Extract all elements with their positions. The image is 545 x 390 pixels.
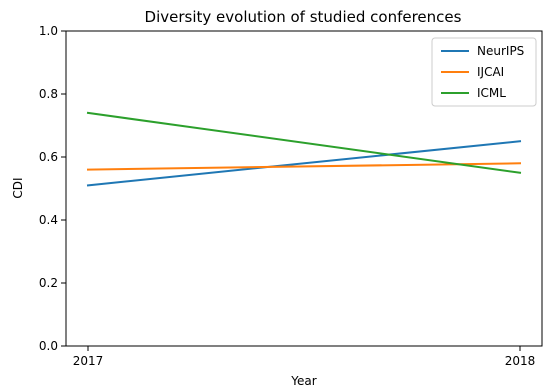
legend-label-ijcai: IJCAI: [477, 65, 504, 79]
y-axis: 0.0 0.2 0.4 0.6 0.8 1.0: [39, 24, 66, 353]
y-tick-label: 0.2: [39, 276, 58, 290]
y-tick-label: 0.0: [39, 339, 58, 353]
series-line-icml: [86, 111, 522, 174]
legend: NeurIPS IJCAI ICML: [431, 37, 537, 107]
series-line-ijcai: [86, 162, 522, 171]
x-tick-label: 2017: [73, 354, 104, 368]
y-axis-label: CDI: [11, 177, 25, 198]
x-axis: 2017 2018: [73, 346, 536, 368]
legend-label-neurips: NeurIPS: [477, 44, 524, 58]
y-tick-label: 0.6: [39, 150, 58, 164]
legend-box: [431, 37, 537, 107]
y-tick-label: 1.0: [39, 24, 58, 38]
y-tick-label: 0.4: [39, 213, 58, 227]
x-tick-label: 2018: [505, 354, 536, 368]
y-tick-label: 0.8: [39, 87, 58, 101]
legend-label-icml: ICML: [477, 86, 506, 100]
x-axis-label: Year: [290, 374, 316, 388]
chart-title: Diversity evolution of studied conferenc…: [145, 8, 462, 26]
series-lines: [86, 111, 522, 187]
series-line-neurips: [86, 140, 522, 187]
